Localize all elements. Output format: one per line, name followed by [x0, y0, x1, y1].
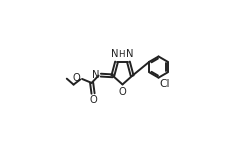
Text: N: N	[111, 49, 119, 59]
Text: N: N	[92, 70, 100, 80]
Text: O: O	[90, 95, 97, 105]
Text: N: N	[126, 49, 133, 59]
Text: O: O	[73, 73, 81, 83]
Text: H: H	[118, 50, 124, 59]
Text: Cl: Cl	[160, 79, 170, 89]
Text: O: O	[119, 87, 126, 97]
